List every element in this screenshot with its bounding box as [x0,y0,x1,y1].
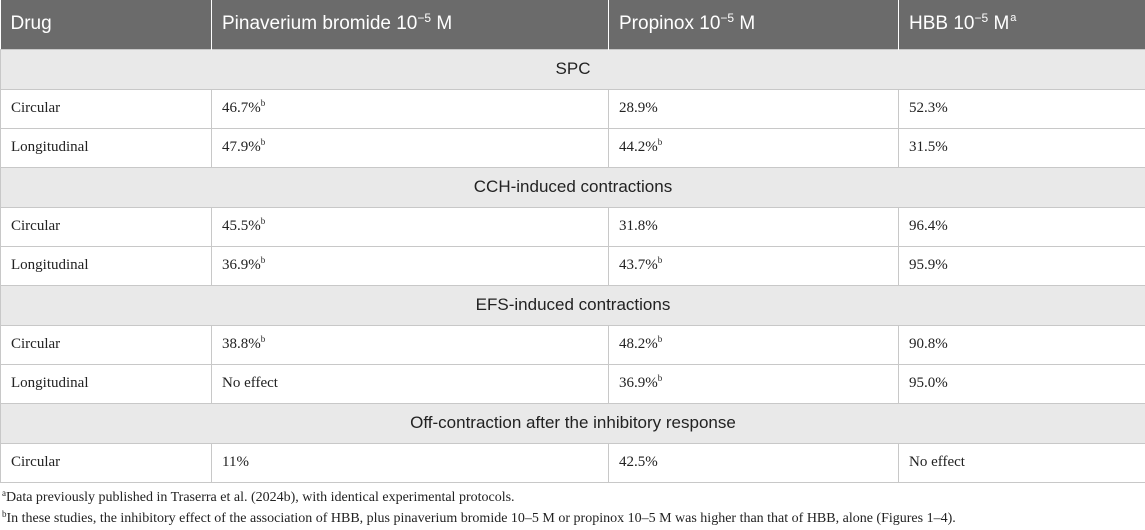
cell-pinaverium: 45.5%b [212,207,609,246]
cell-pinaverium: 38.8%b [212,325,609,364]
section-row: EFS-induced contractions [1,285,1145,325]
cell-pinaverium: 47.9%b [212,128,609,167]
section-row: SPC [1,49,1145,89]
section-row: CCH-induced contractions [1,167,1145,207]
cell-pinaverium: 36.9%b [212,246,609,285]
footnotes: aData previously published in Traserra e… [2,487,1142,529]
section-title: CCH-induced contractions [1,167,1145,207]
cell-hbb: 52.3% [899,89,1145,128]
footnote-mark: b [261,334,266,344]
results-table: Drug Pinaverium bromide 10−5 M Propinox … [0,0,1145,483]
col-header-pinaverium: Pinaverium bromide 10−5 M [212,0,609,49]
cell-hbb: 95.0% [899,364,1145,403]
cell-propinox: 36.9%b [609,364,899,403]
footnote-a: aData previously published in Traserra e… [2,487,1142,508]
cell-drug: Circular [1,325,212,364]
cell-drug: Circular [1,207,212,246]
cell-drug: Longitudinal [1,128,212,167]
footnote-mark: b [658,334,663,344]
col-header-propinox: Propinox 10−5 M [609,0,899,49]
cell-pinaverium: 46.7%b [212,89,609,128]
section-title: Off-contraction after the inhibitory res… [1,403,1145,443]
cell-propinox: 28.9% [609,89,899,128]
cell-drug: Longitudinal [1,246,212,285]
footnote-mark: b [261,216,266,226]
col-header-hbb: HBB 10−5 Ma [899,0,1145,49]
cell-pinaverium: No effect [212,364,609,403]
cell-propinox: 48.2%b [609,325,899,364]
footnote-mark: b [261,137,266,147]
section-title: SPC [1,49,1145,89]
cell-hbb: 31.5% [899,128,1145,167]
header-row: Drug Pinaverium bromide 10−5 M Propinox … [1,0,1145,49]
footnote-b: bIn these studies, the inhibitory effect… [2,508,1142,529]
cell-propinox: 42.5% [609,443,899,482]
cell-propinox: 43.7%b [609,246,899,285]
table-header: Drug Pinaverium bromide 10−5 M Propinox … [1,0,1145,49]
section-row: Off-contraction after the inhibitory res… [1,403,1145,443]
footnote-mark: b [261,98,266,108]
cell-propinox: 44.2%b [609,128,899,167]
cell-hbb: 95.9% [899,246,1145,285]
cell-hbb: 90.8% [899,325,1145,364]
footnote-mark: b [658,137,663,147]
cell-drug: Circular [1,89,212,128]
cell-propinox: 31.8% [609,207,899,246]
footnote-mark: b [261,255,266,265]
cell-hbb: No effect [899,443,1145,482]
cell-pinaverium: 11% [212,443,609,482]
cell-drug: Circular [1,443,212,482]
footnote-mark: b [658,373,663,383]
cell-drug: Longitudinal [1,364,212,403]
col-header-drug: Drug [1,0,212,49]
footnote-mark: b [658,255,663,265]
section-title: EFS-induced contractions [1,285,1145,325]
cell-hbb: 96.4% [899,207,1145,246]
